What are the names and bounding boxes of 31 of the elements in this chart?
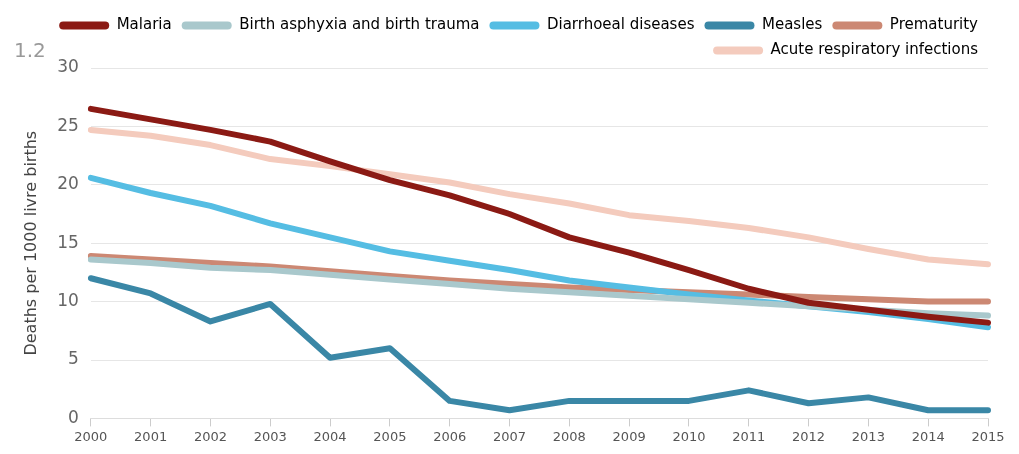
text: 1.2: [14, 38, 46, 62]
y-tick-label: 10: [57, 290, 79, 311]
legend-label: Diarrhoeal diseases: [546, 15, 695, 34]
x-tick-label: 2002: [193, 428, 227, 444]
x-tick-label: 2003: [253, 428, 287, 444]
y-tick-label: 15: [57, 231, 79, 252]
y-tick-label: 20: [57, 173, 79, 194]
x-tick-label: 2001: [134, 428, 168, 444]
x-tick-label: 2013: [851, 428, 885, 444]
y-tick-label: 5: [68, 348, 79, 369]
legend-label: Malaria: [116, 15, 172, 34]
x-tick-label: 2010: [672, 428, 706, 444]
y-tick-label: 30: [57, 56, 79, 77]
x-tick-label: 2004: [313, 428, 347, 444]
y-axis-title: Deaths per 1000 livre births: [20, 130, 40, 356]
x-tick-label: 2011: [732, 428, 766, 444]
x-tick-label: 2006: [433, 428, 467, 444]
x-tick-label: 2009: [612, 428, 646, 444]
legend-label: Birth asphyxia and birth trauma: [239, 15, 480, 34]
x-tick-label: 2015: [971, 428, 1005, 444]
x-tick-label: 2000: [74, 428, 108, 444]
x-tick-label: 2014: [911, 428, 945, 444]
x-tick-label: 2005: [373, 428, 407, 444]
legend-label: Measles: [761, 15, 823, 34]
x-tick-label: 2007: [492, 428, 527, 444]
legend-label: Acute respiratory infections: [770, 40, 979, 59]
x-tick-label: 2008: [552, 428, 586, 444]
y-tick-label: 25: [57, 114, 79, 135]
y-tick-label: 0: [68, 406, 79, 427]
legend-label: Prematurity: [889, 15, 979, 34]
x-tick-label: 2012: [792, 428, 826, 444]
